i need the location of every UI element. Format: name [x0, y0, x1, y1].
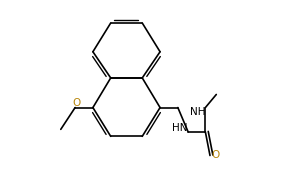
Text: O: O [73, 98, 81, 108]
Text: O: O [212, 151, 220, 161]
Text: HN: HN [172, 123, 188, 133]
Text: NH: NH [190, 107, 205, 117]
